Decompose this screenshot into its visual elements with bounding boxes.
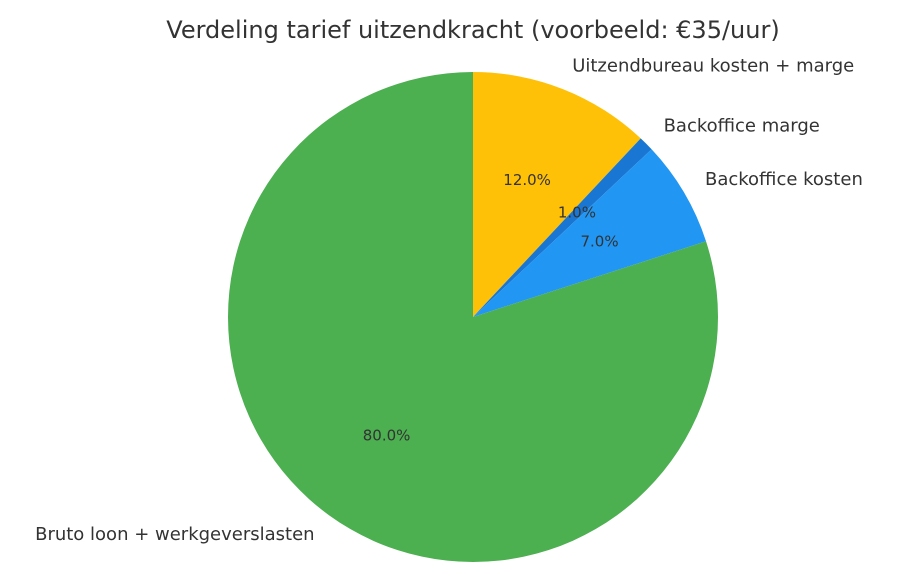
pct-label-3: 7.0%	[580, 233, 618, 251]
pie-slice-1	[473, 72, 641, 317]
slice-label-3: Backoffice kosten	[705, 169, 863, 190]
pie-slices	[227, 72, 718, 563]
pie-slice-4	[227, 72, 718, 563]
slice-label-4: Bruto loon + werkgeverslasten	[35, 524, 314, 545]
percentage-labels: 12.0% 1.0% 7.0% 80.0%	[363, 171, 619, 445]
slice-label-1: Uitzendbureau kosten + marge	[572, 55, 854, 76]
slice-label-2: Backoffice marge	[664, 115, 820, 136]
pie-slice-3	[473, 149, 707, 317]
pct-label-1: 12.0%	[503, 171, 551, 189]
pct-label-2: 1.0%	[558, 204, 596, 222]
slice-labels: Uitzendbureau kosten + marge Backoffice m…	[35, 55, 863, 545]
pie-slice-2	[473, 138, 652, 317]
chart-title: Verdeling tarief uitzendkracht (voorbeel…	[166, 16, 779, 44]
pct-label-4: 80.0%	[363, 426, 411, 444]
